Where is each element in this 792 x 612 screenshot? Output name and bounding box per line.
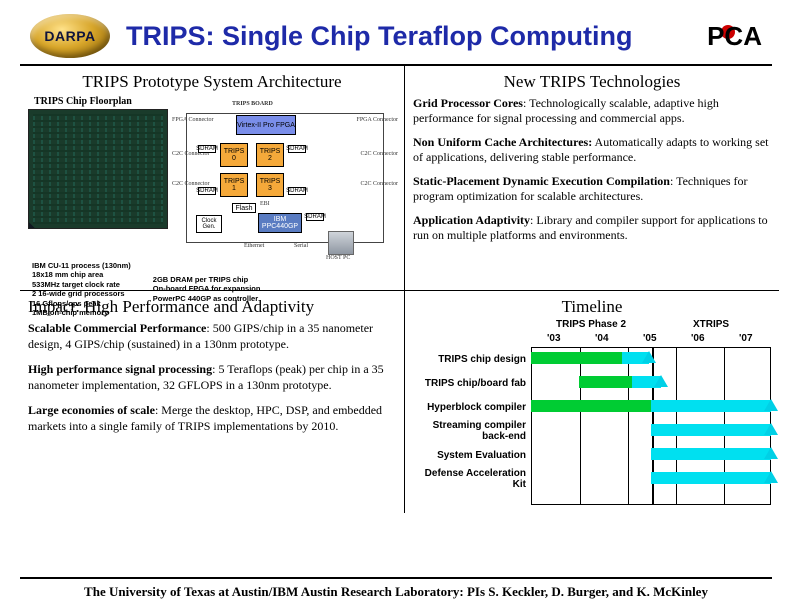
gantt-bar bbox=[651, 400, 771, 412]
gantt-row-label: Streaming compilerback-end bbox=[413, 420, 531, 442]
section-title-technologies: New TRIPS Technologies bbox=[413, 72, 771, 92]
sdram-box: SDRAM bbox=[288, 187, 306, 195]
footer-attribution: The University of Texas at Austin/IBM Au… bbox=[20, 577, 772, 600]
section-title-architecture: TRIPS Prototype System Architecture bbox=[28, 72, 396, 92]
impact-item: Scalable Commercial Performance: 500 GIP… bbox=[28, 321, 396, 352]
impact-item: High performance signal processing: 5 Te… bbox=[28, 362, 396, 393]
trips-chip-box: TRIPS 2 bbox=[256, 143, 284, 167]
board-caption: TRIPS BOARD bbox=[232, 101, 273, 107]
darpa-badge: DARPA bbox=[30, 14, 110, 58]
year-label: '05 bbox=[643, 333, 657, 344]
sdram-box: SDRAM bbox=[198, 187, 216, 195]
connector-label: C2C Connector bbox=[361, 151, 399, 157]
connector-label: C2C Connector bbox=[361, 181, 399, 187]
gantt-header: TRIPS Phase 2XTRIPS '03 '04 '05 '06 '07 bbox=[413, 319, 771, 347]
gantt-bar bbox=[531, 352, 622, 364]
impact-item: Large economies of scale: Merge the desk… bbox=[28, 403, 396, 434]
spec-line: 2GB DRAM per TRIPS chip bbox=[153, 275, 261, 284]
spec-line: IBM CU-11 process (130nm) bbox=[32, 261, 131, 270]
sdram-box: SDRAM bbox=[306, 213, 324, 221]
header: DARPA TRIPS: Single Chip Teraflop Comput… bbox=[0, 0, 792, 64]
gantt-row: TRIPS chip design bbox=[413, 347, 771, 371]
milestone-marker-icon bbox=[764, 471, 778, 483]
gantt-row: System Evaluation bbox=[413, 443, 771, 467]
host-pc-icon bbox=[328, 231, 354, 255]
gantt-row: Streaming compilerback-end bbox=[413, 419, 771, 443]
gantt-bar bbox=[651, 424, 771, 436]
ebi-label: EBI bbox=[260, 201, 270, 207]
floorplan-graphic bbox=[28, 109, 168, 229]
trips-chip-box: TRIPS 1 bbox=[220, 173, 248, 197]
gantt-row-label: System Evaluation bbox=[413, 450, 531, 461]
year-label: '07 bbox=[739, 333, 753, 344]
tech-list: Grid Processor Cores: Technologically sc… bbox=[413, 96, 771, 243]
trips-chip-box: TRIPS 3 bbox=[256, 173, 284, 197]
milestone-marker-icon bbox=[654, 375, 668, 387]
gantt-row-label: Hyperblock compiler bbox=[413, 402, 531, 413]
year-label: '06 bbox=[691, 333, 705, 344]
gantt-row-label: TRIPS chip design bbox=[413, 354, 531, 365]
milestone-marker-icon bbox=[764, 399, 778, 411]
panel-architecture: TRIPS Prototype System Architecture TRIP… bbox=[20, 66, 405, 291]
tech-item: Application Adaptivity: Library and comp… bbox=[413, 213, 771, 243]
tech-item: Grid Processor Cores: Technologically sc… bbox=[413, 96, 771, 126]
spec-line: 18x18 mm chip area bbox=[32, 270, 131, 279]
page-title: TRIPS: Single Chip Teraflop Computing bbox=[126, 21, 691, 52]
sdram-box: SDRAM bbox=[288, 145, 306, 153]
gantt-row: Hyperblock compiler bbox=[413, 395, 771, 419]
section-title-timeline: Timeline bbox=[413, 297, 771, 317]
gantt-bar bbox=[531, 400, 651, 412]
impact-list: Scalable Commercial Performance: 500 GIP… bbox=[28, 321, 396, 435]
ppc-box: IBM PPC440GP bbox=[258, 213, 302, 233]
year-label: '04 bbox=[595, 333, 609, 344]
panel-technologies: New TRIPS Technologies Grid Processor Co… bbox=[405, 66, 779, 291]
host-pc-label: HOST PC bbox=[326, 255, 350, 261]
milestone-marker-icon bbox=[764, 423, 778, 435]
gantt-bar bbox=[579, 376, 632, 388]
floorplan-caption: TRIPS Chip Floorplan bbox=[34, 96, 396, 107]
fpga-box: Virtex-II Pro FPGA bbox=[236, 115, 296, 135]
quad-grid: TRIPS Prototype System Architecture TRIP… bbox=[0, 66, 792, 513]
gantt-row-label: TRIPS chip/board fab bbox=[413, 378, 531, 389]
phase-label: TRIPS Phase 2 bbox=[531, 319, 651, 330]
gantt-row: TRIPS chip/board fab bbox=[413, 371, 771, 395]
gantt-bar bbox=[651, 448, 771, 460]
pca-logo: PCA bbox=[707, 21, 762, 52]
clockgen-box: Clock Gen. bbox=[196, 215, 222, 233]
gantt-chart: TRIPS Phase 2XTRIPS'03'04'05'06'07TRIPS … bbox=[413, 319, 771, 509]
milestone-marker-icon bbox=[642, 351, 656, 363]
panel-timeline: Timeline TRIPS Phase 2XTRIPS '03 '04 '05 '06… bbox=[405, 291, 779, 513]
spec-line: 533MHz target clock rate bbox=[32, 280, 131, 289]
sdram-box: SDRAM bbox=[198, 145, 216, 153]
gantt-row: Defense Acceleration Kit bbox=[413, 467, 771, 491]
connector-label: FPGA Connector bbox=[172, 117, 214, 123]
connector-label: FPGA Connector bbox=[356, 117, 398, 123]
board-diagram: TRIPS BOARD FPGA Connector FPGA Connecto… bbox=[174, 109, 396, 259]
gantt-row-label: Defense Acceleration Kit bbox=[413, 468, 531, 490]
tech-item: Static-Placement Dynamic Execution Compi… bbox=[413, 174, 771, 204]
panel-impact: Impact: High Performance and Adaptivity … bbox=[20, 291, 405, 513]
year-label: '03 bbox=[547, 333, 561, 344]
trips-chip-box: TRIPS 0 bbox=[220, 143, 248, 167]
gantt-bar bbox=[651, 472, 771, 484]
flash-box: Flash bbox=[232, 203, 256, 213]
tech-item: Non Uniform Cache Architectures: Automat… bbox=[413, 135, 771, 165]
milestone-marker-icon bbox=[764, 447, 778, 459]
section-title-impact: Impact: High Performance and Adaptivity bbox=[28, 297, 396, 317]
phase-label: XTRIPS bbox=[651, 319, 771, 330]
serial-label: Serial bbox=[294, 243, 308, 249]
ethernet-label: Ethernet bbox=[244, 243, 264, 249]
